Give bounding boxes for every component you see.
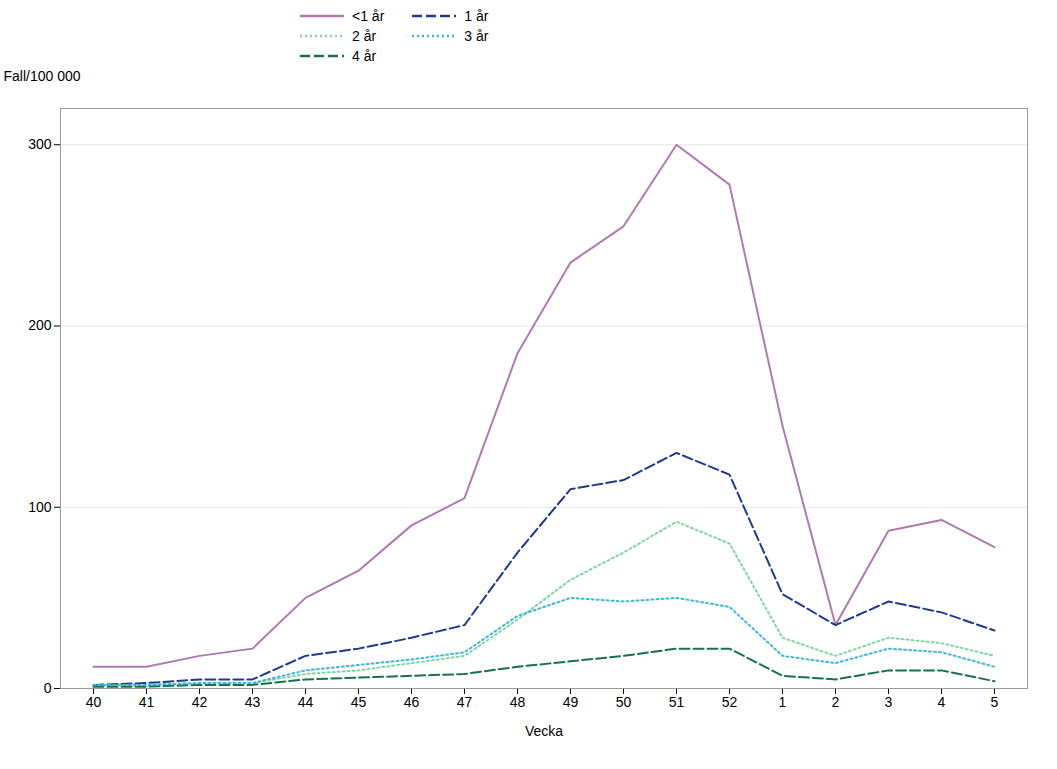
svg-text:40: 40 — [86, 694, 102, 710]
svg-text:Vecka: Vecka — [525, 723, 563, 739]
svg-text:2: 2 — [832, 694, 840, 710]
html-text:3 år: 3 år — [464, 28, 489, 44]
svg-text:47: 47 — [457, 694, 473, 710]
svg-text:50: 50 — [616, 694, 632, 710]
svg-text:300: 300 — [28, 136, 52, 152]
svg-text:200: 200 — [28, 317, 52, 333]
svg-text:46: 46 — [404, 694, 420, 710]
svg-text:100: 100 — [28, 499, 52, 515]
svg-text:45: 45 — [351, 694, 367, 710]
svg-text:0: 0 — [44, 680, 52, 696]
html-text:4 år: 4 år — [352, 48, 377, 64]
svg-text:41: 41 — [139, 694, 155, 710]
svg-text:43: 43 — [245, 694, 261, 710]
svg-text:1: 1 — [779, 694, 787, 710]
svg-text:44: 44 — [298, 694, 314, 710]
svg-text:48: 48 — [510, 694, 526, 710]
svg-text:42: 42 — [192, 694, 208, 710]
svg-text:52: 52 — [722, 694, 738, 710]
svg-text:49: 49 — [563, 694, 579, 710]
svg-text:51: 51 — [669, 694, 685, 710]
html-text:1 år: 1 år — [464, 8, 489, 24]
svg-text:4: 4 — [938, 694, 946, 710]
svg-text:5: 5 — [991, 694, 999, 710]
html-text:<1 år: <1 år — [352, 8, 385, 24]
svg-text:3: 3 — [885, 694, 893, 710]
svg-text:Fall/100 000: Fall/100 000 — [4, 68, 81, 84]
html-text:2 år: 2 år — [352, 28, 377, 44]
